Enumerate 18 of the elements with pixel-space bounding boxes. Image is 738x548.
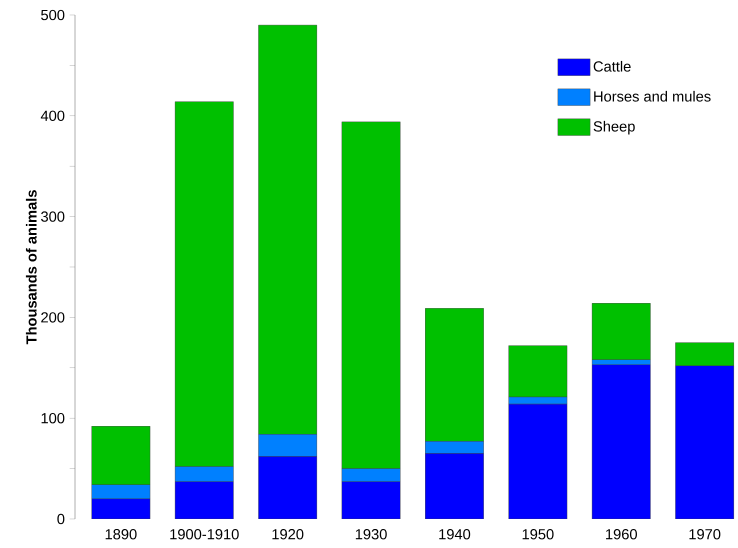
x-tick-label: 1970 xyxy=(689,529,720,540)
x-tick-label: 1920 xyxy=(272,529,304,540)
y-tick-label: 200 xyxy=(41,312,64,323)
y-tick-label: 300 xyxy=(41,211,64,222)
legend-label: Sheep xyxy=(594,120,635,134)
legend-label: Cattle xyxy=(594,60,631,72)
x-tick-label: 1950 xyxy=(522,529,554,540)
y-tick-label: 500 xyxy=(41,10,64,20)
y-tick-label: 0 xyxy=(57,514,64,524)
x-tick-label: 1890 xyxy=(106,529,137,540)
x-tick-label: 1960 xyxy=(606,529,637,540)
y-axis-title: Thousands of animals xyxy=(26,190,37,344)
x-tick-label: 1900-1910 xyxy=(170,529,239,540)
x-tick-label: 1940 xyxy=(439,529,470,540)
y-tick-label: 100 xyxy=(42,413,64,424)
y-tick-label: 400 xyxy=(40,110,64,121)
x-tick-label: 1930 xyxy=(356,529,387,540)
legend-label: Horses and mules xyxy=(594,90,711,102)
